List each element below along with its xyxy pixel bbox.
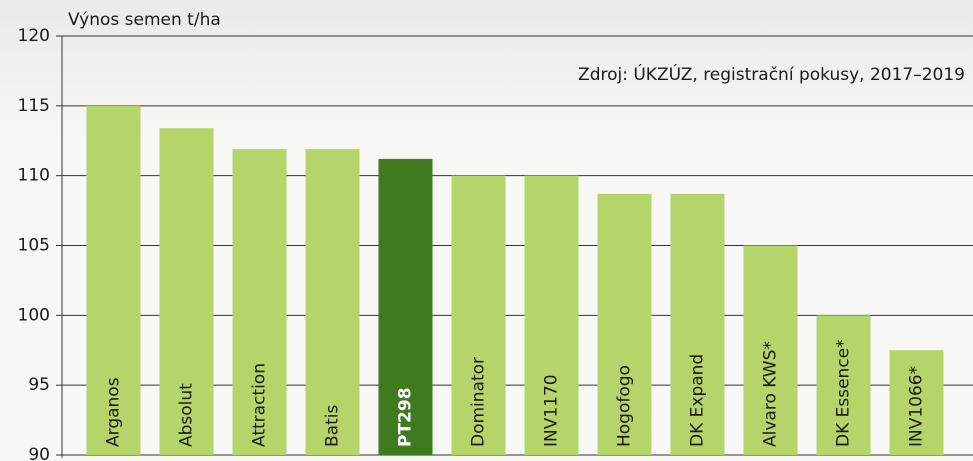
- y-tick-label: 110: [18, 166, 50, 186]
- x-tick-label: DK Essence*: [834, 339, 854, 447]
- x-tick-label: Alvaro KWS*: [761, 341, 781, 447]
- bar: [451, 175, 506, 455]
- x-tick-label: Batis: [323, 405, 343, 447]
- bar: [378, 158, 433, 455]
- y-tick-label: 115: [18, 96, 50, 116]
- bar: [232, 149, 287, 455]
- y-tick-label: 100: [18, 305, 50, 325]
- y-tick-label: 90: [28, 445, 50, 461]
- x-tick-label: DK Expand: [688, 354, 708, 447]
- y-tick-label: 120: [18, 26, 50, 46]
- x-tick-label: Hogofogo: [615, 365, 635, 447]
- bar: [524, 175, 579, 455]
- x-tick-label: INV1066*: [907, 366, 927, 447]
- bar: [86, 105, 141, 455]
- bar: [816, 315, 871, 455]
- x-tick-label: Arganos: [104, 377, 124, 447]
- y-tick-label: 105: [18, 236, 50, 256]
- y-axis-label: Výnos semen t/ha: [68, 10, 221, 30]
- x-tick-label: Absolut: [177, 383, 197, 447]
- bar: [743, 245, 798, 455]
- x-tick-label: PT298: [396, 387, 416, 447]
- bar: [670, 193, 725, 455]
- annotation: Zdroj: ÚKZÚZ, registrační pokusy, 2017–2…: [578, 63, 965, 85]
- x-tick-label: INV1170: [542, 374, 562, 447]
- bar: [597, 193, 652, 455]
- x-tick-label: Dominator: [469, 357, 489, 447]
- y-tick-label: 95: [28, 375, 50, 395]
- bar: [159, 128, 214, 455]
- x-tick-label: Attraction: [250, 363, 270, 447]
- bar: [889, 350, 944, 455]
- bar: [305, 149, 360, 455]
